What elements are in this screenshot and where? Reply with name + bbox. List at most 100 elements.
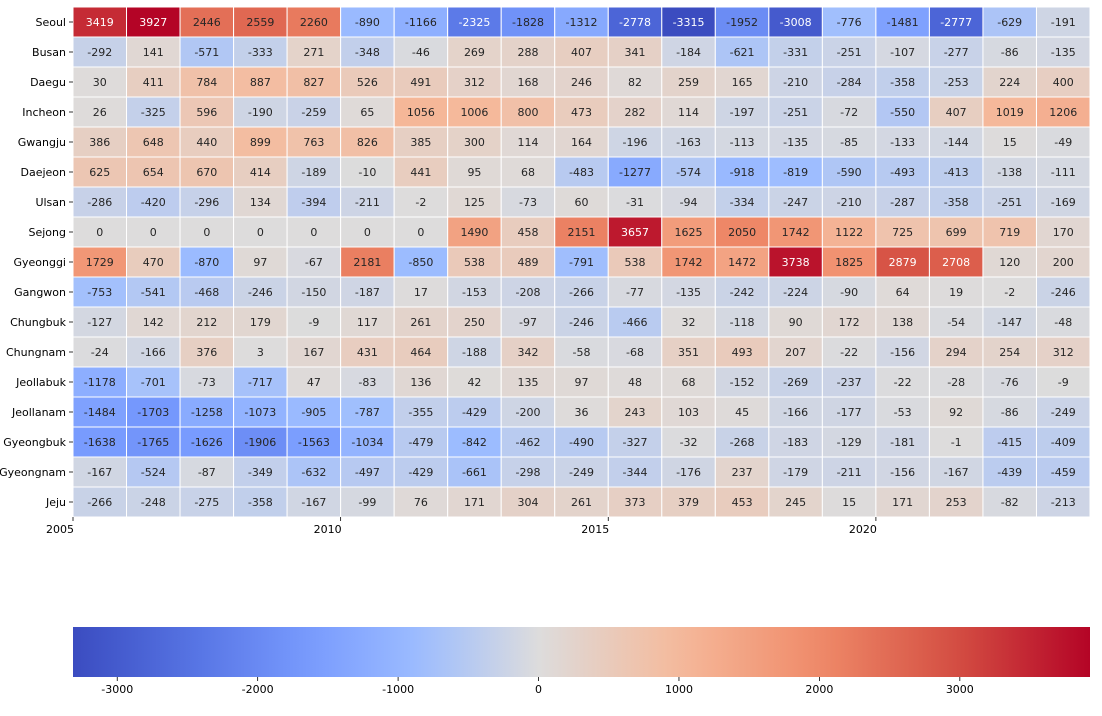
cell-value-label: -1563: [298, 436, 330, 449]
heatmap-cell: [928, 456, 984, 488]
cell-value-label: -429: [462, 406, 487, 419]
cell-value-label: 19: [949, 286, 963, 299]
heatmap-cell: [286, 126, 342, 158]
heatmap-cell: [661, 396, 716, 428]
heatmap-cell: [233, 96, 288, 128]
cell-value-label: -113: [730, 136, 755, 149]
heatmap-cell: [126, 366, 181, 398]
heatmap-cell: [500, 36, 556, 68]
cell-value-label: 411: [143, 76, 164, 89]
cell-value-label: -211: [837, 466, 862, 479]
heatmap-cell: [768, 216, 823, 248]
heatmap-cell: [72, 336, 128, 368]
cell-value-label: -253: [944, 76, 969, 89]
heatmap-cell: [340, 366, 395, 398]
cell-value-label: 136: [410, 376, 431, 389]
cell-value-label: 42: [467, 376, 481, 389]
heatmap-cell: [179, 336, 235, 368]
cell-value-label: -850: [408, 256, 433, 269]
heatmap-cell: [714, 396, 770, 428]
cell-value-label: -208: [515, 286, 540, 299]
heatmap-cell: [554, 216, 609, 248]
heatmap-cell: [768, 486, 823, 518]
cell-value-label: -415: [997, 436, 1022, 449]
y-tick-label: Chungnam: [6, 346, 66, 359]
y-tick-label: Seoul: [35, 16, 66, 29]
colorbar-tick-label: 3000: [946, 683, 974, 696]
cell-value-label: 237: [732, 466, 753, 479]
cell-value-label: 103: [678, 406, 699, 419]
heatmap-cell: [1035, 156, 1091, 188]
cell-value-label: -24: [91, 346, 109, 359]
cell-value-label: 538: [464, 256, 485, 269]
cell-value-label: 82: [628, 76, 642, 89]
cell-value-label: 167: [303, 346, 324, 359]
heatmap-cell: [233, 186, 288, 218]
cell-value-label: 440: [196, 136, 217, 149]
heatmap-cell: [72, 216, 128, 248]
cell-value-label: -99: [358, 496, 376, 509]
cell-value-label: 654: [143, 166, 164, 179]
cell-value-label: 141: [143, 46, 164, 59]
cell-value-label: 253: [946, 496, 967, 509]
cell-value-label: 172: [839, 316, 860, 329]
heatmap-cell: [661, 96, 716, 128]
heatmap-cell: [500, 96, 556, 128]
cell-value-label: -1765: [137, 436, 169, 449]
cell-value-label: -31: [626, 196, 644, 209]
heatmap-cell: [393, 66, 449, 98]
cell-value-label: 763: [303, 136, 324, 149]
heatmap-cell: [72, 126, 128, 158]
cell-value-label: -248: [141, 496, 166, 509]
cell-value-label: -58: [573, 346, 591, 359]
cell-value-label: -1484: [84, 406, 116, 419]
cell-value-label: 373: [625, 496, 646, 509]
cell-value-label: -87: [198, 466, 216, 479]
heatmap-cell: [982, 396, 1037, 428]
heatmap-cell: [554, 336, 609, 368]
cell-value-label: -1073: [244, 406, 276, 419]
cell-value-label: -237: [837, 376, 862, 389]
cell-value-label: 243: [625, 406, 646, 419]
colorbar-gradient: [73, 627, 1090, 677]
cell-value-label: 827: [303, 76, 324, 89]
cell-value-label: -1277: [619, 166, 651, 179]
cell-value-label: -439: [997, 466, 1022, 479]
cell-value-label: -9: [1058, 376, 1069, 389]
cell-value-label: -3315: [673, 16, 705, 29]
heatmap-cell: [393, 126, 449, 158]
heatmap-cell: [661, 336, 716, 368]
heatmap-cell: [1035, 306, 1091, 338]
y-tick-label: Ulsan: [35, 196, 66, 209]
cell-value-label: -183: [783, 436, 808, 449]
cell-value-label: -22: [894, 376, 912, 389]
colorbar-tick-label: 1000: [665, 683, 693, 696]
cell-value-label: 165: [732, 76, 753, 89]
cell-value-label: -135: [1051, 46, 1076, 59]
cell-value-label: 670: [196, 166, 217, 179]
cell-value-label: -349: [248, 466, 273, 479]
heatmap-cell: [126, 396, 181, 428]
heatmap-cell: [1035, 336, 1091, 368]
cell-value-label: -210: [837, 196, 862, 209]
heatmap-cell: [875, 486, 930, 518]
cell-value-label: -490: [569, 436, 594, 449]
heatmap-cell: [340, 456, 395, 488]
cell-value-label: 179: [250, 316, 271, 329]
cell-value-label: -181: [890, 436, 915, 449]
cell-value-label: -46: [412, 46, 430, 59]
colorbar-tick-label: -2000: [242, 683, 274, 696]
cell-value-label: 97: [575, 376, 589, 389]
cell-value-label: 385: [410, 136, 431, 149]
cell-value-label: 47: [307, 376, 321, 389]
cell-value-label: -1: [951, 436, 962, 449]
cell-value-label: -152: [730, 376, 755, 389]
cell-value-label: 2879: [889, 256, 917, 269]
cell-value-label: -166: [141, 346, 166, 359]
cell-value-label: -53: [894, 406, 912, 419]
cell-value-label: -842: [462, 436, 487, 449]
heatmap-cell: [126, 276, 181, 308]
heatmap-cell: [447, 156, 502, 188]
cell-value-label: 212: [196, 316, 217, 329]
